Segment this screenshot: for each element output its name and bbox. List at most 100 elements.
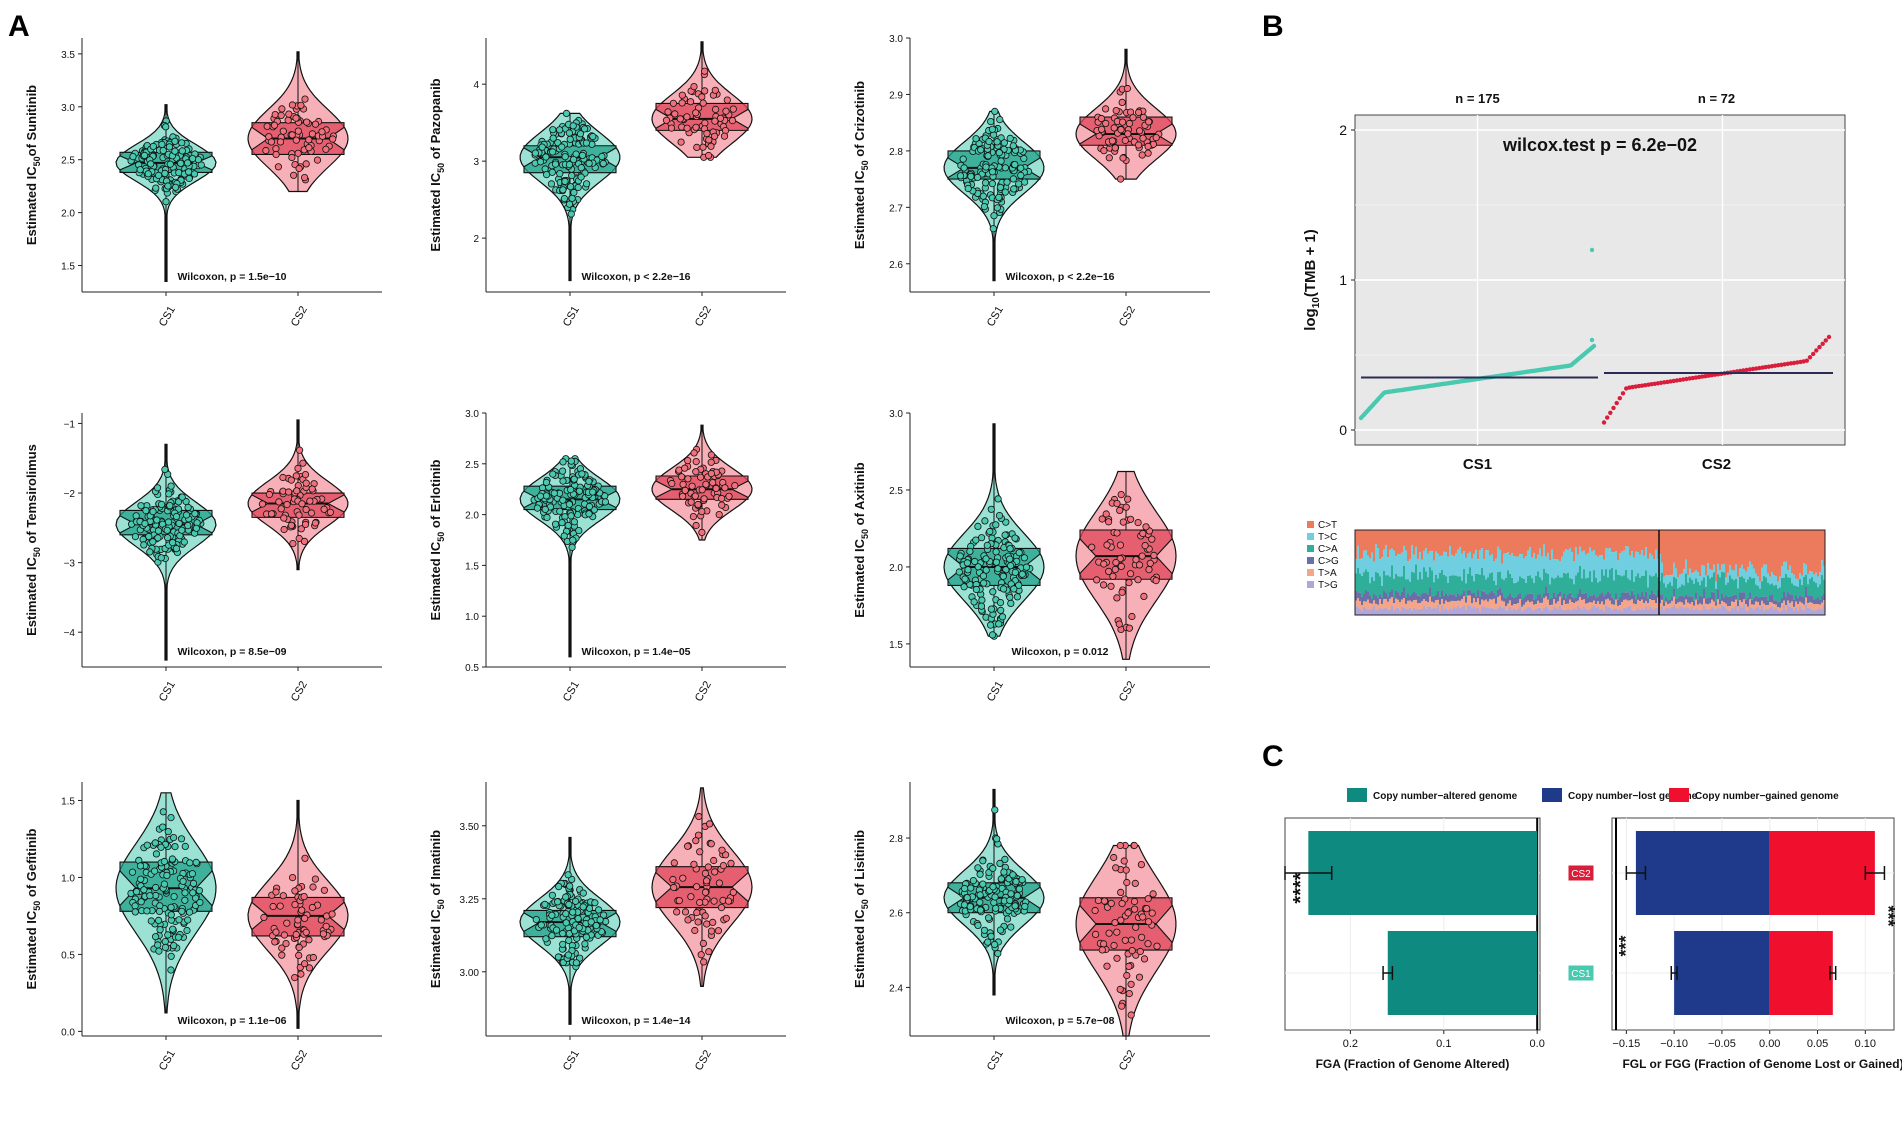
spectrum-segment (1381, 604, 1384, 609)
spectrum-segment (1361, 596, 1364, 605)
spectrum-segment (1479, 611, 1482, 615)
data-point (688, 482, 696, 490)
data-point (711, 86, 719, 94)
spectrum-segment (1721, 564, 1724, 572)
spectrum-segment (1415, 530, 1418, 547)
data-point (701, 87, 709, 95)
spectrum-segment (1537, 554, 1540, 572)
spectrum-segment (1465, 583, 1468, 597)
x-tick-label: CS1 (157, 304, 178, 329)
spectrum-segment (1499, 588, 1502, 596)
data-point (300, 960, 309, 968)
data-point (987, 505, 995, 513)
data-point (269, 902, 277, 911)
spectrum-segment (1577, 593, 1580, 601)
spectrum-segment (1673, 588, 1676, 597)
group-cs1 (943, 423, 1045, 640)
spectrum-segment (1699, 595, 1702, 604)
spectrum-segment (1675, 604, 1678, 609)
spectrum-segment (1679, 606, 1682, 615)
data-point (725, 492, 733, 500)
spectrum-segment (1463, 590, 1466, 597)
data-point (677, 473, 686, 481)
group-cs1 (519, 109, 621, 282)
data-point (1125, 989, 1133, 998)
data-point (142, 506, 150, 515)
data-point (690, 83, 698, 91)
spectrum-segment (1761, 530, 1764, 568)
spectrum-segment (1751, 530, 1754, 565)
spectrum-segment (1641, 592, 1644, 600)
spectrum-segment (1749, 606, 1752, 615)
spectrum-segment (1635, 604, 1638, 611)
spectrum-segment (1429, 567, 1432, 588)
spectrum-segment (1771, 583, 1774, 595)
data-point (271, 938, 279, 946)
data-point (582, 933, 591, 941)
spectrum-segment (1727, 572, 1730, 583)
data-point (976, 906, 985, 914)
spectrum-segment (1807, 573, 1810, 585)
x-tick-label: CS1 (157, 679, 178, 704)
y-tick-label: 0.5 (61, 950, 75, 961)
spectrum-segment (1713, 601, 1716, 609)
spectrum-segment (1579, 565, 1582, 589)
data-point (960, 583, 968, 591)
data-point (1020, 178, 1029, 186)
spectrum-segment (1753, 568, 1756, 578)
spectrum-segment (1671, 530, 1674, 575)
data-point (1113, 499, 1121, 508)
y-tick-label: 2.5 (465, 460, 479, 471)
spectrum-segment (1531, 578, 1534, 594)
spectrum-segment (1723, 572, 1726, 598)
data-point (1145, 118, 1153, 126)
spectrum-segment (1369, 603, 1372, 610)
spectrum-segment (1815, 582, 1818, 600)
x-tick-label: −0.05 (1708, 1038, 1736, 1050)
spectrum-segment (1645, 530, 1648, 548)
data-point (1130, 841, 1138, 850)
spectrum-segment (1609, 593, 1612, 601)
spectrum-segment (1527, 600, 1530, 608)
spectrum-segment (1421, 530, 1424, 560)
y-axis-label: Estimated IC50 of Pazopanib (428, 78, 446, 251)
spectrum-segment (1475, 608, 1478, 615)
spectrum-segment (1693, 609, 1696, 615)
data-point (152, 883, 160, 892)
data-point (1109, 572, 1117, 580)
spectrum-segment (1695, 530, 1698, 571)
x-tick-label: −0.10 (1660, 1038, 1688, 1050)
data-point (189, 155, 197, 163)
spectrum-segment (1707, 563, 1710, 576)
spectrum-segment (1719, 608, 1722, 615)
spectrum-segment (1789, 577, 1792, 595)
spectrum-segment (1641, 530, 1644, 551)
spectrum-segment (1795, 530, 1798, 579)
legend-label: Copy number−gained genome (1695, 791, 1839, 802)
data-point (164, 534, 172, 542)
spectrum-segment (1719, 599, 1722, 605)
data-point (988, 631, 997, 639)
outlier-point (1589, 247, 1595, 253)
spectrum-segment (1361, 530, 1364, 558)
spectrum-segment (1619, 609, 1622, 615)
spectrum-segment (1699, 610, 1702, 615)
data-point (157, 554, 165, 562)
spectrum-segment (1385, 530, 1388, 546)
spectrum-segment (1403, 545, 1406, 566)
spectrum-segment (1601, 608, 1604, 615)
spectrum-segment (1649, 530, 1652, 553)
spectrum-segment (1443, 574, 1446, 596)
spectrum-segment (1573, 608, 1576, 615)
data-point (1112, 107, 1120, 115)
spectrum-segment (1485, 550, 1488, 580)
data-point (1122, 866, 1130, 874)
spectrum-segment (1405, 530, 1408, 551)
spectrum-segment (1523, 597, 1526, 605)
spectrum-segment (1445, 552, 1448, 577)
data-point (141, 519, 149, 528)
spectrum-segment (1639, 530, 1642, 555)
data-point (159, 823, 167, 831)
spectrum-segment (1611, 597, 1614, 605)
data-point (1117, 562, 1125, 571)
